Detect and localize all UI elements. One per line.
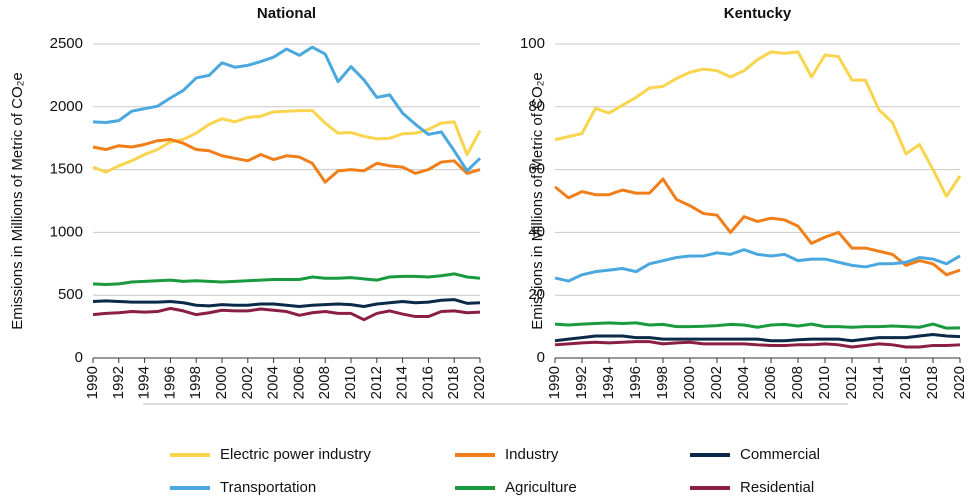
series-line (554, 340, 961, 349)
x-tick-label: 2012 (368, 366, 385, 399)
x-tick-label: 2004 (735, 366, 752, 399)
y-axis-label: Emissions in Millions of Metric of CO₂e (529, 72, 546, 330)
series-line (92, 298, 481, 309)
x-tick-label: 2004 (265, 366, 282, 399)
y-axis-label: Emissions in Millions of Metric of CO₂e (9, 72, 26, 330)
x-tick-label: 2010 (342, 366, 359, 399)
chart-title: National (257, 5, 316, 22)
x-tick-label: 2010 (816, 366, 833, 399)
x-tick-label: 2002 (708, 366, 725, 399)
y-tick-label: 40 (528, 223, 545, 240)
x-tick-label: 1998 (187, 366, 204, 399)
legend-label: Commercial (740, 446, 820, 463)
y-tick-label: 0 (537, 349, 545, 366)
series-line (554, 177, 961, 277)
y-tick-label: 80 (528, 98, 545, 115)
series-line (554, 332, 961, 343)
x-tick-label: 1992 (573, 366, 590, 399)
x-tick-label: 1992 (110, 366, 127, 399)
chart-title: Kentucky (724, 5, 792, 22)
x-tick-label: 2018 (924, 366, 941, 399)
x-tick-label: 2020 (471, 366, 488, 399)
x-tick-label: 2016 (897, 366, 914, 399)
y-tick-label: 0 (75, 349, 83, 366)
series-line (92, 306, 481, 322)
series-line (92, 109, 482, 174)
x-tick-label: 2014 (870, 366, 887, 399)
x-tick-label: 2008 (789, 366, 806, 399)
x-tick-label: 2018 (445, 366, 462, 399)
legend-label: Transportation (220, 479, 316, 496)
y-tick-label: 500 (58, 286, 83, 303)
series-line (92, 137, 481, 184)
y-tick-label: 60 (528, 161, 545, 178)
x-tick-label: 2000 (681, 366, 698, 399)
series-line (554, 321, 961, 330)
x-tick-label: 2014 (394, 366, 411, 399)
x-tick-label: 2012 (843, 366, 860, 399)
x-tick-label: 1994 (136, 366, 153, 399)
series-line (92, 45, 482, 173)
y-tick-label: 2500 (50, 35, 83, 52)
series-line (554, 50, 962, 198)
legend-label: Residential (740, 479, 814, 496)
x-tick-label: 2008 (316, 366, 333, 399)
y-tick-label: 2000 (50, 98, 83, 115)
y-tick-label: 1000 (50, 223, 83, 240)
x-tick-label: 2000 (213, 366, 230, 399)
legend-label: Industry (505, 446, 559, 463)
legend-label: Electric power industry (220, 446, 371, 463)
x-tick-label: 2006 (290, 366, 307, 399)
x-tick-label: 2006 (762, 366, 779, 399)
legend-label: Agriculture (505, 479, 577, 496)
y-tick-label: 20 (528, 286, 545, 303)
x-tick-label: 2016 (419, 366, 436, 399)
x-tick-label: 1998 (654, 366, 671, 399)
x-tick-label: 2002 (239, 366, 256, 399)
x-tick-label: 2020 (951, 366, 968, 399)
x-tick-label: 1994 (600, 366, 617, 399)
x-tick-label: 1990 (84, 366, 101, 399)
x-tick-label: 1996 (627, 366, 644, 399)
y-tick-label: 1500 (50, 161, 83, 178)
x-tick-label: 1996 (161, 366, 178, 399)
series-line (554, 248, 961, 283)
x-tick-label: 1990 (546, 366, 563, 399)
series-line (92, 272, 481, 287)
y-tick-label: 100 (520, 35, 545, 52)
